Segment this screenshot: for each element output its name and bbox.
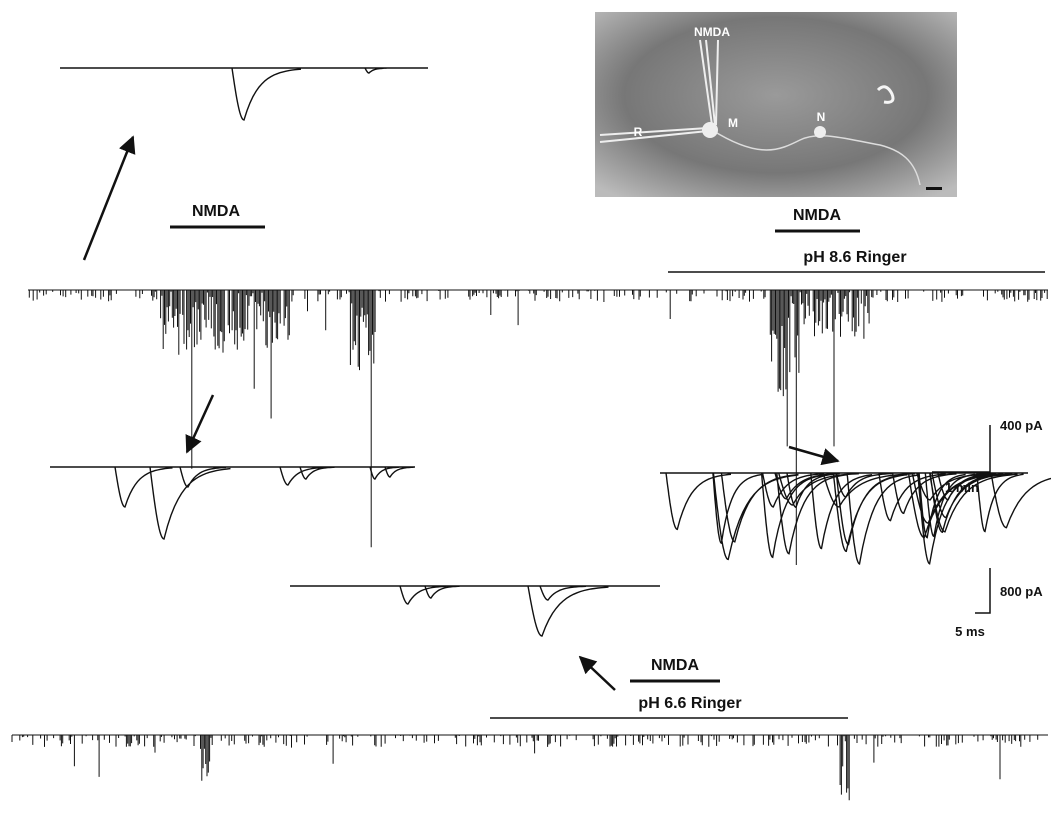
- solution-label: pH 8.6 Ringer: [803, 249, 906, 266]
- current-trace: [12, 735, 1048, 800]
- current-trace: [50, 467, 415, 539]
- pipette-label: NMDA: [694, 25, 730, 39]
- drug-label: NMDA: [793, 207, 841, 224]
- cell-label: M: [728, 116, 738, 130]
- drug-label: NMDA: [192, 203, 240, 220]
- current-trace: [290, 586, 660, 636]
- scale-label: 5 ms: [955, 624, 985, 639]
- drug-label: NMDA: [651, 657, 699, 674]
- cell-label: N: [817, 110, 826, 124]
- current-trace: [28, 290, 1048, 565]
- current-trace: [60, 68, 428, 120]
- scale-label: 400 pA: [1000, 418, 1043, 433]
- scale-label: 800 pA: [1000, 584, 1043, 599]
- micrograph: NMDA R M N: [595, 12, 957, 197]
- cell-label: R: [634, 125, 643, 139]
- scale-bar: [975, 568, 990, 613]
- current-trace: [660, 473, 1051, 564]
- figure: NMDA R M N NMDA NMDA pH 8.6 Ringer NMDA …: [0, 0, 1051, 826]
- solution-label: pH 6.6 Ringer: [638, 695, 741, 712]
- scale-bar: [932, 425, 990, 472]
